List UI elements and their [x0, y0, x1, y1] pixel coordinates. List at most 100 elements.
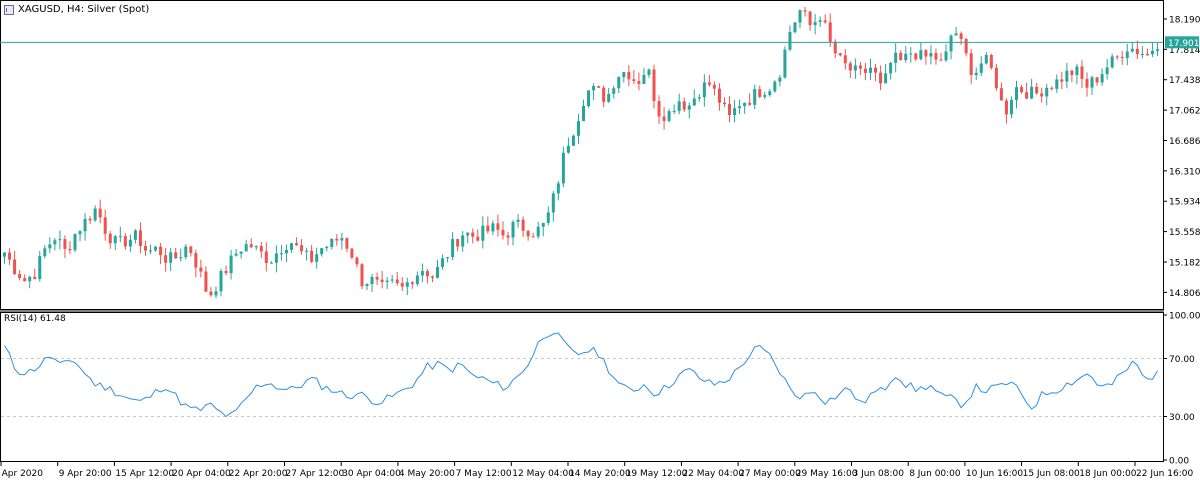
candle-body — [763, 95, 767, 97]
time-tick-label: 27 Apr 12:00 — [286, 469, 345, 479]
candle-body — [466, 232, 470, 236]
candle-body — [174, 252, 178, 259]
rsi-tick-label: 100.00 — [1169, 312, 1200, 322]
candle-body — [420, 271, 424, 276]
rsi-level-lines — [1, 358, 1163, 417]
candle-body — [788, 32, 792, 50]
time-tick-label: 15 Jun 08:00 — [1023, 469, 1080, 479]
candle-body — [305, 250, 309, 252]
candle-body — [456, 239, 460, 247]
candle-body — [48, 244, 52, 249]
candle-body — [1065, 70, 1069, 82]
candle-body — [682, 101, 686, 110]
candle-body — [879, 72, 883, 84]
time-tick-label: 19 May 12:00 — [626, 469, 688, 479]
candle-body — [300, 245, 304, 252]
candle-body — [954, 33, 958, 36]
candle-body — [712, 84, 716, 89]
candle-body — [607, 93, 611, 102]
candle-body — [889, 62, 893, 74]
candle-body — [874, 67, 878, 73]
candle-body — [924, 50, 928, 57]
candle-body — [571, 135, 575, 146]
candle-body — [360, 264, 364, 287]
candle-body — [863, 68, 867, 73]
candle-body — [1095, 77, 1099, 83]
candle-body — [637, 81, 641, 84]
candle-body — [214, 291, 218, 296]
candle-body — [707, 82, 711, 85]
candle-body — [904, 53, 908, 60]
candle-body — [274, 253, 278, 263]
candle-body — [395, 279, 399, 284]
candle-body — [798, 10, 802, 23]
candle-body — [1040, 93, 1044, 97]
time-tick-label: 22 Apr 20:00 — [229, 469, 288, 479]
candle-body — [949, 35, 953, 52]
candle-body — [355, 257, 359, 265]
current-price-label-bg — [1165, 36, 1199, 49]
candle-body — [425, 271, 429, 277]
candle-body — [1050, 87, 1054, 89]
candle-body — [98, 208, 102, 218]
candle-body — [179, 257, 183, 259]
candle-body — [33, 276, 37, 280]
candle-body — [365, 284, 369, 287]
candle-body — [199, 267, 203, 272]
candle-body — [154, 246, 158, 251]
candle-body — [345, 238, 349, 249]
candle-body — [234, 253, 238, 256]
candle-body — [486, 225, 490, 232]
candle-body — [979, 63, 983, 73]
current-price-label: 17.901 — [1168, 39, 1200, 49]
candle-body — [244, 244, 248, 252]
candle-body — [758, 89, 762, 97]
candle-body — [702, 82, 706, 98]
price-tick-label: 17.438 — [1169, 76, 1200, 86]
candle-body — [350, 248, 354, 258]
candle-body — [994, 67, 998, 89]
candle-body — [476, 236, 480, 241]
candle-body — [108, 233, 112, 244]
chart-title-text: XAGUSD, H4: Silver (Spot) — [18, 4, 150, 15]
price-panel-frame — [0, 0, 1164, 310]
candle-body — [63, 239, 67, 249]
candle-body — [224, 270, 228, 274]
candle-body — [1080, 66, 1084, 79]
candle-body — [894, 52, 898, 63]
candle-body — [229, 255, 233, 274]
candle-body — [73, 234, 77, 251]
candle-body — [496, 223, 500, 230]
candle-body — [330, 238, 334, 247]
candle-body — [103, 217, 107, 234]
candle-body — [325, 246, 329, 249]
candle-body — [1130, 48, 1134, 52]
candle-body — [909, 53, 913, 55]
candle-body — [919, 50, 923, 60]
candle-body — [78, 231, 82, 235]
candle-body — [808, 11, 812, 26]
candle-body — [687, 105, 691, 110]
candle-body — [929, 53, 933, 57]
price-tick-label: 15.182 — [1169, 258, 1200, 268]
candle-body — [8, 252, 12, 260]
time-tick-label: 22 Jun 16:00 — [1136, 469, 1193, 479]
candle-body — [818, 20, 822, 22]
time-tick-label: 20 Apr 04:00 — [172, 469, 231, 479]
candle-body — [143, 246, 148, 251]
candle-body — [934, 53, 938, 60]
time-tick-label: 7 May 12:00 — [456, 469, 512, 479]
candle-body — [219, 270, 223, 292]
candle-body — [959, 33, 963, 39]
candle-body — [647, 69, 651, 75]
candle-body — [335, 238, 339, 241]
candle-body — [1145, 53, 1149, 55]
candle-body — [159, 246, 163, 256]
candle-body — [974, 72, 978, 75]
candle-body — [1100, 74, 1104, 83]
candle-body — [375, 277, 379, 280]
candle-body — [1090, 77, 1094, 88]
candle-body — [28, 276, 32, 282]
chart-window-icon — [4, 4, 14, 15]
